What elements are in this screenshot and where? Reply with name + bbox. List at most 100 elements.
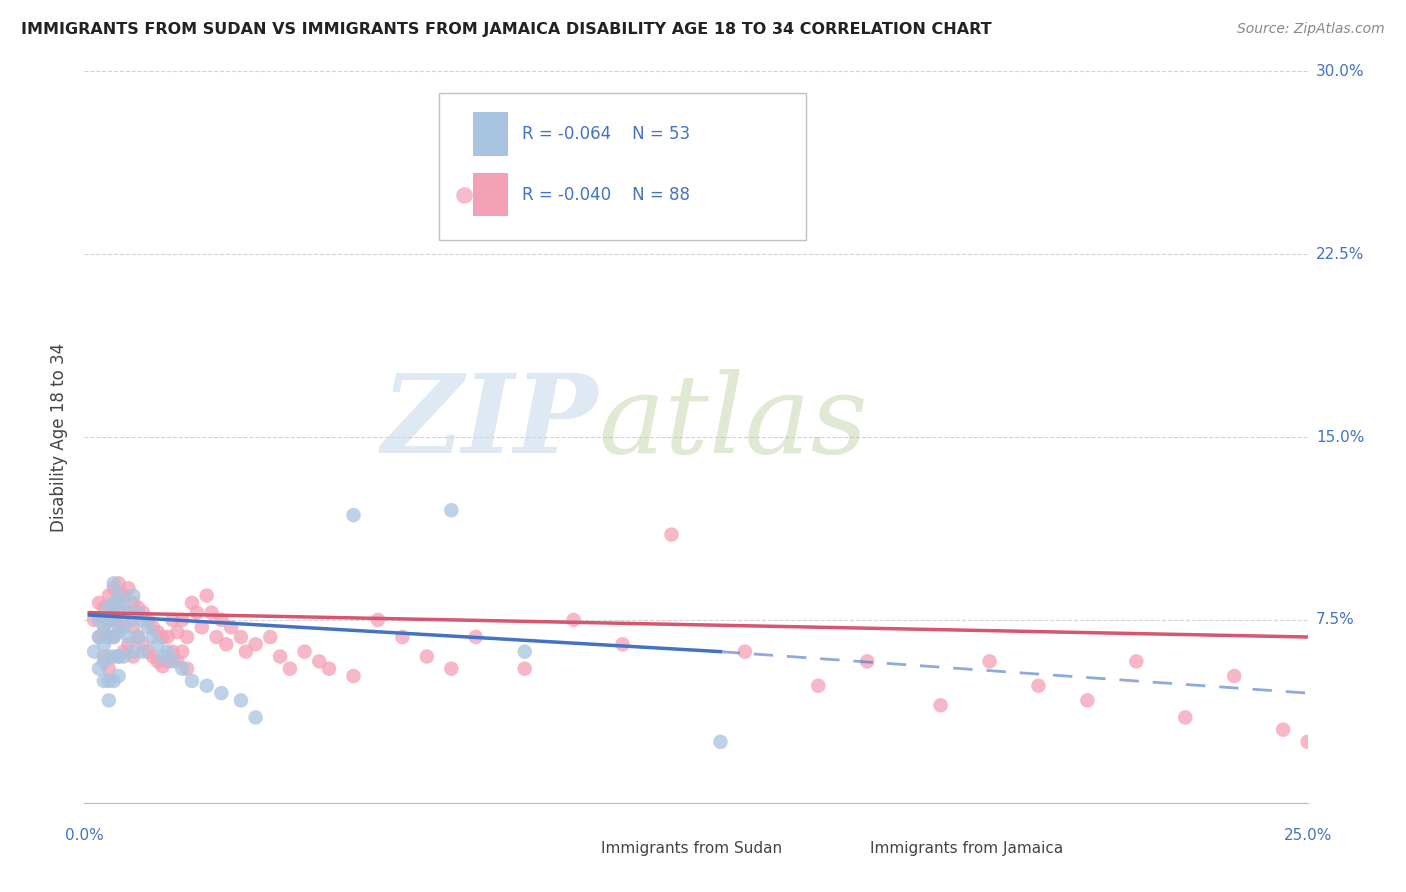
- Point: [562, 613, 585, 627]
- Point: [209, 613, 232, 627]
- Point: [162, 654, 184, 668]
- Point: [136, 645, 159, 659]
- Text: R = -0.040    N = 88: R = -0.040 N = 88: [522, 186, 690, 203]
- Point: [127, 606, 149, 620]
- Point: [97, 600, 120, 615]
- Text: 15.0%: 15.0%: [1316, 430, 1364, 444]
- Point: [186, 606, 208, 620]
- Point: [107, 625, 129, 640]
- Point: [93, 637, 115, 651]
- Text: R = -0.064    N = 53: R = -0.064 N = 53: [522, 125, 690, 143]
- Point: [97, 662, 120, 676]
- Point: [259, 630, 281, 644]
- Point: [103, 630, 125, 644]
- FancyBboxPatch shape: [474, 172, 508, 217]
- Point: [979, 654, 1001, 668]
- Point: [132, 637, 155, 651]
- Point: [103, 596, 125, 610]
- Y-axis label: Disability Age 18 to 34: Disability Age 18 to 34: [51, 343, 69, 532]
- Point: [464, 630, 486, 644]
- Point: [166, 625, 188, 640]
- Point: [97, 589, 120, 603]
- Point: [612, 637, 634, 651]
- Point: [107, 620, 129, 634]
- Point: [87, 630, 110, 644]
- Point: [200, 606, 222, 620]
- Point: [734, 645, 756, 659]
- Point: [87, 630, 110, 644]
- Point: [103, 600, 125, 615]
- Point: [318, 662, 340, 676]
- Point: [83, 645, 105, 659]
- Point: [181, 596, 204, 610]
- Point: [103, 613, 125, 627]
- Point: [142, 630, 165, 644]
- Point: [308, 654, 330, 668]
- Text: Immigrants from Jamaica: Immigrants from Jamaica: [870, 841, 1063, 856]
- Text: 0.0%: 0.0%: [65, 828, 104, 843]
- Text: atlas: atlas: [598, 368, 868, 476]
- Point: [195, 679, 218, 693]
- Point: [107, 596, 129, 610]
- Text: 22.5%: 22.5%: [1316, 247, 1364, 261]
- FancyBboxPatch shape: [439, 94, 806, 240]
- Point: [132, 613, 155, 627]
- Point: [245, 637, 267, 651]
- Point: [162, 645, 184, 659]
- Point: [103, 630, 125, 644]
- Point: [162, 613, 184, 627]
- Point: [416, 649, 439, 664]
- Point: [1125, 654, 1147, 668]
- Point: [93, 673, 115, 688]
- Text: Source: ZipAtlas.com: Source: ZipAtlas.com: [1237, 22, 1385, 37]
- Point: [136, 620, 159, 634]
- Point: [342, 508, 364, 522]
- Text: ZIP: ZIP: [381, 368, 598, 476]
- Point: [122, 620, 145, 634]
- Point: [87, 613, 110, 627]
- Point: [93, 625, 115, 640]
- Point: [112, 620, 135, 634]
- Point: [132, 606, 155, 620]
- Point: [117, 637, 139, 651]
- Point: [107, 669, 129, 683]
- Point: [1028, 679, 1050, 693]
- FancyBboxPatch shape: [474, 112, 508, 156]
- Point: [166, 654, 188, 668]
- Point: [229, 693, 252, 707]
- Point: [93, 600, 115, 615]
- Text: 30.0%: 30.0%: [1316, 64, 1364, 78]
- Point: [103, 649, 125, 664]
- Point: [117, 606, 139, 620]
- Point: [181, 673, 204, 688]
- Point: [97, 613, 120, 627]
- Point: [146, 637, 169, 651]
- Point: [1296, 735, 1319, 749]
- Point: [127, 630, 149, 644]
- Point: [107, 606, 129, 620]
- Point: [440, 662, 463, 676]
- Point: [513, 645, 536, 659]
- Point: [107, 649, 129, 664]
- Point: [107, 576, 129, 591]
- Point: [142, 620, 165, 634]
- Point: [97, 649, 120, 664]
- Point: [172, 645, 194, 659]
- Point: [117, 630, 139, 644]
- Point: [1223, 669, 1246, 683]
- Point: [513, 662, 536, 676]
- Point: [122, 613, 145, 627]
- Point: [229, 630, 252, 644]
- Point: [112, 649, 135, 664]
- Point: [97, 673, 120, 688]
- Point: [107, 589, 129, 603]
- Point: [152, 649, 174, 664]
- Point: [93, 620, 115, 634]
- Point: [112, 589, 135, 603]
- Point: [269, 649, 291, 664]
- Point: [97, 613, 120, 627]
- Point: [176, 662, 198, 676]
- Point: [117, 581, 139, 595]
- Point: [112, 613, 135, 627]
- Point: [807, 679, 830, 693]
